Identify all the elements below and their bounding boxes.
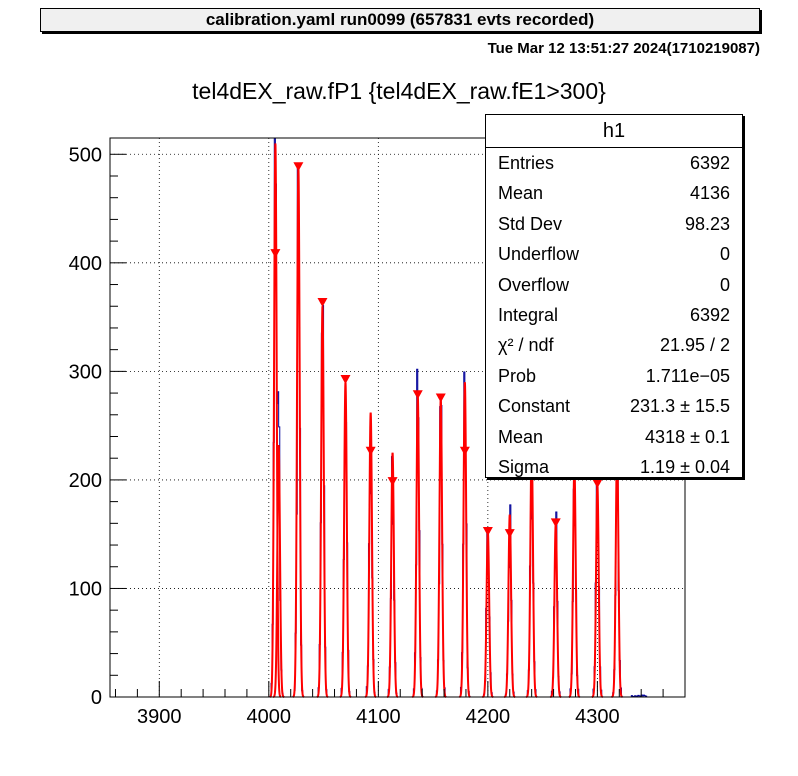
fit-curve <box>339 382 352 698</box>
y-tick-label: 400 <box>69 253 102 275</box>
fit-curve <box>387 452 399 698</box>
stats-row: Underflow 0 <box>486 239 742 269</box>
stats-value: 0 <box>719 274 730 295</box>
stats-value: 98.23 <box>684 213 730 234</box>
stats-value: 1.711e−05 <box>645 365 730 386</box>
stats-label: Entries <box>498 153 555 173</box>
x-tick-label: 4000 <box>247 706 292 728</box>
y-tick-label: 500 <box>69 144 102 166</box>
peak-marker <box>270 249 281 259</box>
fit-curve <box>526 445 538 698</box>
stats-value: 6392 <box>689 304 730 325</box>
x-tick-label: 3900 <box>137 706 182 728</box>
peak-marker <box>504 529 515 539</box>
stats-title: h1 <box>486 115 742 148</box>
fit-curve <box>611 446 623 698</box>
y-tick-label: 0 <box>91 687 102 709</box>
fit-curve <box>273 445 285 698</box>
fit-curve <box>316 306 329 698</box>
stats-row: χ² / ndf 21.95 / 2 <box>486 330 742 360</box>
y-tick-label: 300 <box>69 361 102 383</box>
plot-title: tel4dEX_raw.fP1 {tel4dEX_raw.fE1>300} <box>192 78 606 104</box>
stats-row: Constant 231.3 ± 15.5 <box>486 391 742 421</box>
stats-row: Overflow 0 <box>486 270 742 300</box>
run-info-banner: calibration.yaml run0099 (657831 evts re… <box>40 8 760 32</box>
peak-marker <box>365 446 376 456</box>
stats-label: Prob <box>498 365 537 386</box>
stats-row: Mean 4136 <box>486 178 742 208</box>
stats-label: Std Dev <box>498 213 563 234</box>
stats-label: Underflow <box>498 244 580 265</box>
peak-marker <box>387 477 398 487</box>
fit-curve <box>412 395 424 698</box>
stats-box: h1 Entries 6392 Mean 4136 Std Dev 98.23 Underf… <box>485 114 743 478</box>
stats-value: 231.3 ± 15.5 <box>630 396 730 417</box>
stats-row: Std Dev 98.23 <box>486 209 742 239</box>
stats-row: Prob 1.711e−05 <box>486 361 742 391</box>
stats-value: 6392 <box>689 153 730 173</box>
y-tick-label: 100 <box>69 578 102 600</box>
stats-value: 4136 <box>689 183 730 204</box>
peak-marker <box>293 162 304 172</box>
fit-curve <box>459 382 471 698</box>
stats-row: Mean 4318 ± 0.1 <box>486 422 742 452</box>
stats-row: Entries 6392 <box>486 148 742 178</box>
stats-row: Integral 6392 <box>486 300 742 330</box>
stats-value: 21.95 / 2 <box>659 335 730 356</box>
y-tick-label: 200 <box>69 470 102 492</box>
peak-marker <box>340 375 351 385</box>
fit-curve <box>504 514 516 698</box>
fit-curve <box>568 464 580 698</box>
stats-value: 0 <box>719 244 730 265</box>
axes: 3900 4000 4100 4200 4300 0 100 200 300 400 500 <box>69 144 686 728</box>
x-tick-label: 4200 <box>466 706 511 728</box>
peak-marker <box>317 297 328 307</box>
stats-row: Sigma 1.19 ± 0.04 <box>486 452 742 482</box>
stats-value: 1.19 ± 0.04 <box>640 456 730 477</box>
peak-marker <box>550 518 561 528</box>
peak-markers <box>270 162 603 539</box>
fit-curve <box>292 167 305 698</box>
peak-marker <box>412 390 423 400</box>
timestamp-label: Tue Mar 12 13:51:27 2024(1710219087) <box>487 40 760 57</box>
peak-marker <box>435 393 446 403</box>
stats-label: Constant <box>498 396 571 417</box>
stats-label: Integral <box>498 304 559 325</box>
stats-label: Mean <box>498 426 544 447</box>
fit-curve <box>269 143 282 698</box>
stats-label: χ² / ndf <box>498 335 554 356</box>
stats-label: Sigma <box>498 456 550 477</box>
peak-marker <box>459 446 470 456</box>
stats-label: Overflow <box>498 274 570 295</box>
fit-curve <box>550 523 562 698</box>
fit-curve <box>435 398 447 698</box>
peak-marker <box>592 479 603 489</box>
fit-curve <box>365 412 377 698</box>
peak-marker <box>482 527 493 537</box>
x-tick-label: 4300 <box>575 706 620 728</box>
x-tick-label: 4100 <box>356 706 401 728</box>
stats-label: Mean <box>498 183 544 204</box>
stats-value: 4318 ± 0.1 <box>645 426 730 447</box>
